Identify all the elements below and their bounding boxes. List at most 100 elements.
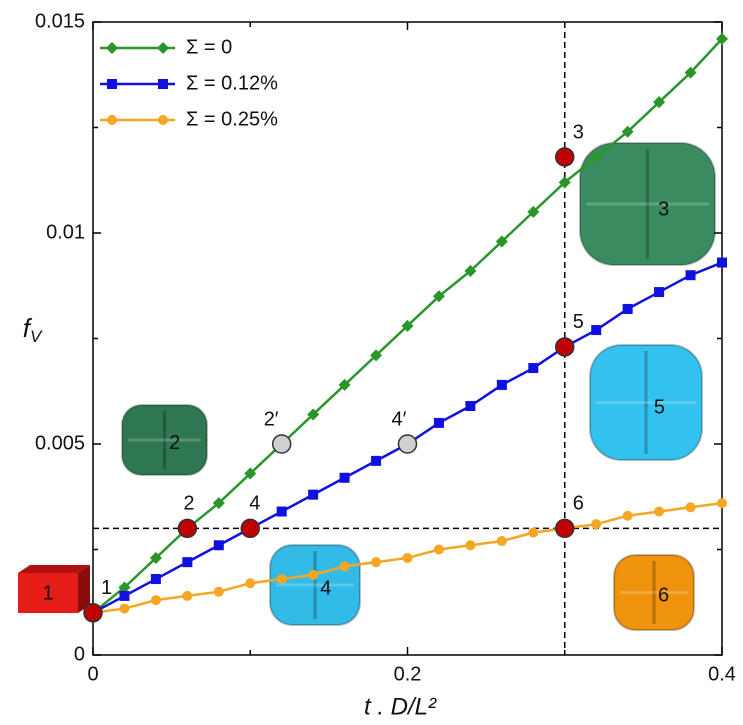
x-axis-label: t . D/L² [364, 693, 437, 720]
annotation-point [555, 518, 575, 539]
data-point [402, 552, 413, 563]
data-point [622, 510, 633, 521]
data-point [339, 561, 350, 572]
particle-shape: 2 [121, 404, 208, 476]
data-point [433, 417, 444, 428]
annotation-label: 2′ [264, 408, 279, 430]
annotation-label: 2 [183, 493, 194, 515]
x-tick-label: 0.4 [708, 663, 736, 685]
data-point [465, 540, 476, 551]
shape-label: 1 [42, 582, 53, 604]
data-point [465, 401, 476, 412]
legend-label: Σ = 0.25% [186, 108, 278, 130]
legend-label: Σ = 0 [186, 36, 232, 58]
data-point [591, 519, 602, 530]
data-point [590, 151, 603, 164]
data-point [119, 603, 130, 614]
data-point [496, 379, 507, 390]
data-point [432, 290, 445, 303]
annotation-point [271, 434, 292, 454]
data-point [717, 498, 727, 509]
shape-label: 5 [654, 397, 665, 419]
data-point [528, 363, 539, 374]
shape-label: 4 [320, 577, 331, 599]
data-point [685, 502, 696, 513]
legend-marker [107, 79, 117, 89]
annotation-point [555, 147, 575, 167]
data-point [716, 32, 728, 45]
data-point [182, 590, 193, 601]
x-tick-label: 0.2 [394, 663, 422, 685]
annotation-point [83, 603, 103, 623]
particle-shape: 3 [579, 142, 716, 266]
data-point [276, 574, 287, 585]
data-point [464, 264, 477, 277]
data-point [245, 578, 256, 589]
data-point [622, 303, 633, 314]
data-point [370, 349, 383, 362]
data-point [339, 472, 350, 483]
particle-shape: 1 [18, 565, 90, 613]
shape-label: 6 [658, 585, 669, 607]
shape-body [589, 344, 703, 461]
shape-body [121, 404, 208, 476]
y-axis-label-main: f [23, 313, 33, 343]
data-point [495, 235, 508, 248]
data-point [149, 551, 162, 564]
data-point [212, 497, 225, 510]
data-point [244, 467, 257, 480]
data-point [338, 378, 351, 391]
cube-front [18, 573, 78, 613]
data-point [527, 205, 540, 218]
data-point [308, 489, 319, 500]
data-point [307, 408, 320, 421]
y-tick-label: 0 [74, 643, 85, 665]
data-point [119, 590, 130, 601]
data-point [213, 540, 224, 551]
data-point [558, 176, 571, 189]
annotation-label: 4′ [392, 408, 407, 430]
data-point [685, 270, 696, 281]
legend-label: Σ = 0.12% [186, 72, 278, 94]
legend-marker [157, 42, 169, 54]
annotation-label: 6 [573, 493, 584, 515]
legend-marker [106, 42, 118, 54]
data-point [118, 581, 131, 594]
annotation-point [397, 434, 418, 454]
data-point [684, 66, 697, 79]
particle-shape: 6 [613, 554, 695, 631]
annotation-label: 1 [101, 577, 112, 599]
data-point [433, 544, 444, 555]
data-point [150, 574, 161, 585]
data-point [621, 125, 634, 138]
y-tick-label: 0.005 [35, 432, 85, 454]
data-point [528, 527, 539, 538]
legend-marker [107, 115, 117, 125]
data-point [276, 506, 287, 517]
data-point [371, 557, 382, 568]
annotation-point [177, 518, 198, 539]
data-point [654, 506, 665, 517]
annotation-point [555, 337, 575, 357]
data-point [717, 257, 727, 268]
cube-side [78, 565, 90, 613]
data-point [653, 96, 666, 109]
data-point [496, 536, 507, 547]
annotation-label: 3 [573, 121, 584, 143]
y-axis-label-sub: V [30, 327, 43, 346]
data-point [591, 325, 602, 336]
shape-body [579, 142, 716, 266]
particle-shape: 4 [269, 544, 361, 626]
y-tick-label: 0.015 [35, 10, 85, 32]
y-axis-label: fV [23, 313, 43, 347]
shape-label: 2 [169, 432, 180, 454]
shape-body [269, 544, 361, 626]
cube-top [18, 565, 90, 573]
y-tick-label: 0.01 [46, 221, 85, 243]
legend-marker [158, 115, 168, 125]
data-point [182, 557, 193, 568]
data-point [371, 455, 382, 466]
particle-shape: 5 [589, 344, 703, 461]
shape-body [613, 554, 695, 631]
